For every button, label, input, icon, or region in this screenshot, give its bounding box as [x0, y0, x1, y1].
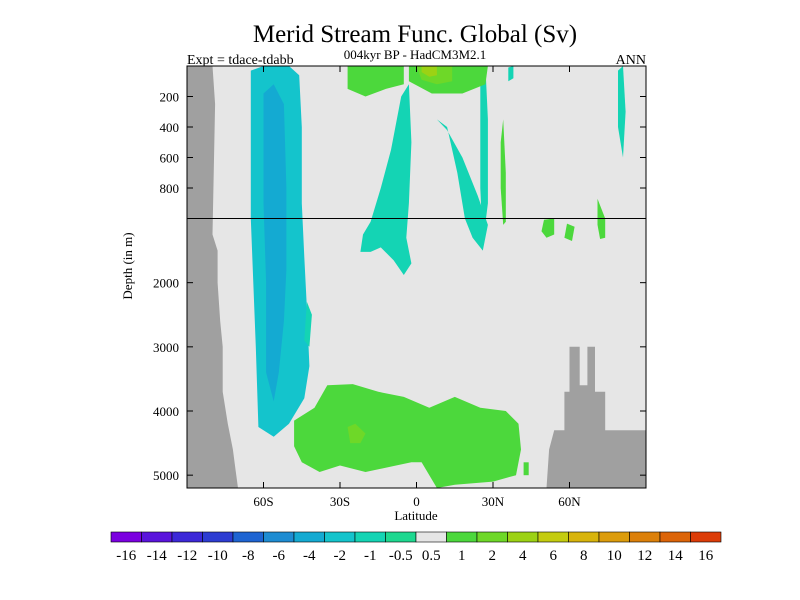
colorbar-swatch [171, 531, 203, 543]
colorbar-label: -6 [273, 548, 286, 564]
contour-region [618, 66, 626, 158]
colorbar-swatch [263, 531, 295, 543]
colorbar-swatch [415, 531, 447, 543]
contour-region [508, 66, 514, 82]
colorbar-label: -2 [334, 548, 347, 564]
colorbar-label: -1 [364, 548, 377, 564]
colorbar-label: -0.5 [389, 548, 413, 564]
contour-region [480, 66, 488, 245]
colorbar: -16 -14 -12 -10 -8 -6 -4 -2 -1 -0.5 0.5 1 2 4 6 8 10 12 14… [110, 531, 722, 564]
period-label: 004kyr BP - HadCM3M2.1 [344, 47, 487, 62]
colorbar-label: 4 [519, 548, 527, 564]
colorbar-swatch [232, 531, 264, 543]
contour-region [500, 119, 506, 225]
contour-region [304, 301, 312, 347]
colorbar-swatch [141, 531, 173, 543]
colorbar-swatch [446, 531, 478, 543]
colorbar-label: -8 [242, 548, 255, 564]
y-tick-label: 800 [160, 181, 180, 196]
x-tick-label: 60S [253, 494, 273, 509]
contour-region [564, 223, 575, 241]
x-tick-label: 30N [482, 494, 505, 509]
contour-region [360, 84, 412, 275]
land-mask-region [187, 66, 238, 488]
colorbar-label: 1 [458, 548, 466, 564]
colorbar-swatch [568, 531, 600, 543]
land-mask [187, 66, 646, 488]
colorbar-label: 14 [668, 548, 684, 564]
colorbar-swatch [537, 531, 569, 543]
land-mask-region [546, 346, 646, 488]
colorbar-label: 0.5 [422, 548, 441, 564]
y-tick-label: 600 [160, 151, 180, 166]
colorbar-label: -16 [116, 548, 136, 564]
x-tick-label: 60N [558, 494, 581, 509]
colorbar-label: -4 [303, 548, 316, 564]
plot-area [186, 65, 647, 489]
colorbar-label: -14 [147, 548, 167, 564]
colorbar-label: 6 [550, 548, 558, 564]
y-tick-label: 5000 [153, 468, 179, 483]
colorbar-swatch [629, 531, 661, 543]
contour-regions [250, 66, 626, 488]
contour-region [294, 384, 521, 488]
colorbar-swatch [354, 531, 386, 543]
contour-region [263, 84, 287, 402]
y-axis-label: Depth (in m) [120, 232, 135, 299]
y-tick-label: 200 [160, 90, 180, 105]
chart-title: Merid Stream Func. Global (Sv) [253, 21, 577, 48]
colorbar-swatch [385, 531, 417, 543]
colorbar-label: 10 [607, 548, 622, 564]
colorbar-swatch [293, 531, 325, 543]
colorbar-label: 12 [637, 548, 652, 564]
contour-region [421, 66, 437, 77]
y-tick-label: 3000 [153, 340, 179, 355]
x-axis-label: Latitude [394, 508, 438, 523]
colorbar-swatch [110, 531, 142, 543]
contour-region [523, 462, 529, 476]
colorbar-swatch [202, 531, 234, 543]
colorbar-swatch [507, 531, 539, 543]
contour-region [347, 66, 404, 97]
colorbar-swatch [324, 531, 356, 543]
colorbar-label: -12 [177, 548, 197, 564]
contour-region [541, 218, 555, 238]
x-tick-label: 0 [413, 494, 420, 509]
colorbar-label: 16 [698, 548, 714, 564]
colorbar-swatch [690, 531, 722, 543]
experiment-label: Expt = tdace-tdabb [187, 53, 294, 68]
colorbar-swatch [598, 531, 630, 543]
colorbar-label: -10 [208, 548, 228, 564]
colorbar-label: 8 [580, 548, 588, 564]
colorbar-label: 2 [489, 548, 497, 564]
y-tick-label: 400 [160, 120, 180, 135]
season-label: ANN [616, 53, 646, 68]
contour-region [347, 423, 366, 444]
colorbar-swatch [659, 531, 691, 543]
y-tick-label: 4000 [153, 404, 179, 419]
axes: 60S 30S 0 30N 60N 200 400 600 800 2000 3000 4000 500… [153, 66, 646, 509]
contour-region [436, 119, 488, 251]
y-tick-label: 2000 [153, 276, 179, 291]
colorbar-swatch [476, 531, 508, 543]
x-tick-label: 30S [330, 494, 350, 509]
